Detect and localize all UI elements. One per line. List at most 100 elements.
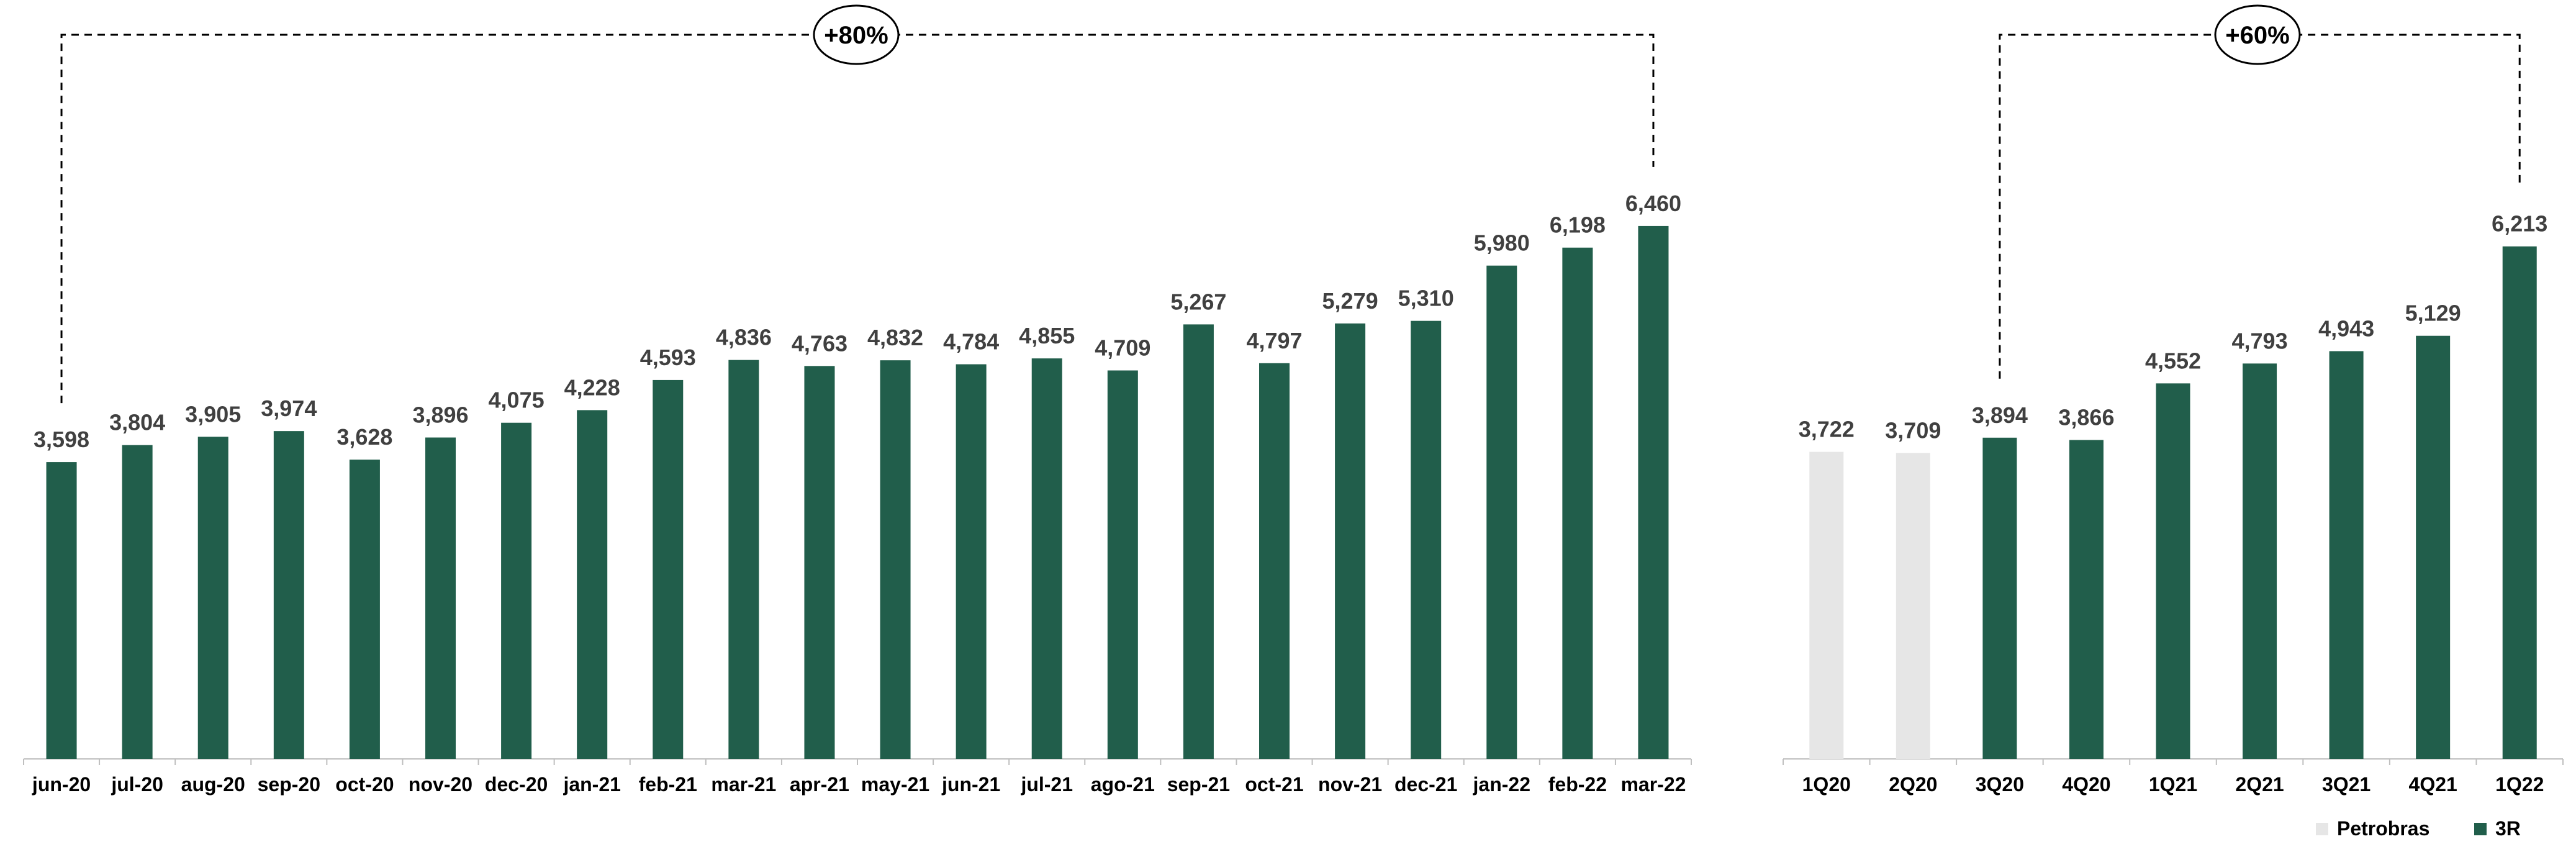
growth-label: +80% — [824, 22, 888, 49]
x-tick-label-mar-21: mar-21 — [711, 773, 776, 796]
legend-label-petrobras: Petrobras — [2337, 817, 2429, 840]
bar-sep-20 — [273, 431, 304, 759]
x-tick-label-may-21: may-21 — [861, 773, 929, 796]
data-label-dec-21: 5,310 — [1398, 286, 1454, 311]
x-tick-label-3Q20: 3Q20 — [1976, 773, 2024, 796]
data-label-1Q21: 4,552 — [2145, 348, 2201, 373]
data-label-ago-21: 4,709 — [1095, 335, 1150, 361]
data-label-apr-21: 4,763 — [792, 330, 847, 356]
bar-1Q20 — [1809, 451, 1844, 759]
data-label-1Q20: 3,722 — [1799, 417, 1855, 442]
data-label-oct-20: 3,628 — [337, 424, 392, 450]
bar-mar-22 — [1638, 225, 1669, 759]
data-label-may-21: 4,832 — [867, 325, 923, 350]
growth-label: +60% — [2225, 22, 2289, 49]
data-label-3Q21: 4,943 — [2318, 315, 2374, 341]
monthly-production-chart: 3,598 jun-20 3,804 jul-20 3,905 aug-20 3,974 se… — [23, 4, 1692, 796]
bar-2Q21 — [2243, 363, 2277, 759]
x-tick-label-jun-21: jun-21 — [941, 773, 1000, 796]
x-tick-label-dec-21: dec-21 — [1394, 773, 1457, 796]
bar-nov-21 — [1335, 323, 1366, 759]
bar-sep-21 — [1183, 324, 1214, 759]
x-tick-label-aug-20: aug-20 — [181, 773, 245, 796]
bar-jun-20 — [46, 462, 77, 759]
x-tick-label-4Q21: 4Q21 — [2409, 773, 2457, 796]
x-tick-label-jan-21: jan-21 — [563, 773, 620, 796]
bar-3Q21 — [2329, 351, 2364, 759]
legend-label-3r: 3R — [2495, 817, 2521, 840]
growth-bracket — [1999, 34, 2521, 379]
data-label-feb-21: 4,593 — [640, 345, 696, 370]
data-label-jan-21: 4,228 — [564, 374, 620, 400]
x-tick-label-3Q21: 3Q21 — [2322, 773, 2370, 796]
data-label-jan-22: 5,980 — [1474, 230, 1530, 256]
bar-aug-20 — [197, 437, 228, 759]
data-label-2Q21: 4,793 — [2232, 328, 2288, 353]
data-label-aug-20: 3,905 — [185, 401, 241, 427]
bar-jul-21 — [1031, 358, 1062, 759]
bar-jun-21 — [956, 364, 987, 759]
bar-4Q21 — [2416, 335, 2451, 759]
data-label-jun-20: 3,598 — [34, 427, 89, 452]
bar-dec-21 — [1411, 320, 1442, 759]
growth-oval — [813, 4, 900, 65]
data-label-feb-22: 6,198 — [1550, 212, 1606, 238]
x-tick-label-jun-20: jun-20 — [32, 773, 91, 796]
bar-oct-21 — [1259, 363, 1290, 759]
x-tick-label-1Q22: 1Q22 — [2495, 773, 2544, 796]
bar-may-21 — [880, 360, 911, 759]
x-tick-label-sep-21: sep-21 — [1167, 773, 1230, 796]
bar-jul-20 — [122, 445, 153, 759]
bar-nov-20 — [425, 437, 456, 759]
data-label-4Q21: 5,129 — [2405, 301, 2461, 326]
data-label-mar-21: 4,836 — [716, 325, 772, 350]
data-label-3Q20: 3,894 — [1972, 402, 2028, 428]
bar-feb-22 — [1562, 247, 1593, 759]
data-label-nov-21: 5,279 — [1322, 288, 1378, 314]
data-label-4Q20: 3,866 — [2058, 404, 2114, 430]
data-label-jun-21: 4,784 — [943, 329, 999, 355]
data-label-nov-20: 3,896 — [412, 402, 468, 427]
x-tick-label-jan-22: jan-22 — [1473, 773, 1530, 796]
legend-swatch-3r — [2474, 823, 2487, 835]
x-tick-label-mar-22: mar-22 — [1620, 773, 1686, 796]
x-tick-label-dec-20: dec-20 — [485, 773, 548, 796]
x-tick-label-feb-22: feb-22 — [1548, 773, 1607, 796]
data-label-dec-20: 4,075 — [489, 388, 545, 413]
data-label-mar-22: 6,460 — [1625, 191, 1681, 216]
bar-ago-21 — [1107, 370, 1138, 759]
bar-4Q20 — [2069, 440, 2104, 759]
x-tick-label-1Q21: 1Q21 — [2149, 773, 2197, 796]
bar-jan-21 — [577, 410, 608, 759]
x-tick-label-1Q20: 1Q20 — [1802, 773, 1851, 796]
x-tick-label-jul-20: jul-20 — [111, 773, 163, 796]
x-tick-label-ago-21: ago-21 — [1091, 773, 1155, 796]
x-tick-label-2Q20: 2Q20 — [1889, 773, 1937, 796]
x-tick-label-jul-21: jul-21 — [1020, 773, 1073, 796]
growth-oval — [2214, 4, 2301, 65]
bar-mar-21 — [728, 360, 759, 759]
bar-dec-20 — [501, 422, 532, 759]
x-tick-label-apr-21: apr-21 — [790, 773, 849, 796]
bar-2Q20 — [1896, 453, 1930, 759]
x-tick-label-nov-20: nov-20 — [409, 773, 472, 796]
bar-apr-21 — [804, 366, 835, 759]
legend-swatch-petrobras — [2316, 823, 2328, 835]
bar-3Q20 — [1982, 437, 2017, 759]
legend: Petrobras 3R — [2316, 817, 2521, 840]
data-label-oct-21: 4,797 — [1246, 328, 1302, 353]
data-label-jul-20: 3,804 — [109, 410, 165, 435]
quarterly-production-chart: 3,722 1Q20 3,709 2Q20 3,894 3Q20 3,866 4Q20 4,55… — [1783, 4, 2564, 796]
x-tick-label-oct-20: oct-20 — [335, 773, 394, 796]
bar-1Q21 — [2156, 383, 2190, 759]
bar-1Q22 — [2502, 246, 2537, 760]
bar-oct-20 — [349, 460, 380, 759]
x-tick-label-4Q20: 4Q20 — [2062, 773, 2110, 796]
data-label-sep-21: 5,267 — [1170, 289, 1226, 314]
data-label-1Q22: 6,213 — [2492, 211, 2547, 237]
x-tick-label-nov-21: nov-21 — [1318, 773, 1382, 796]
x-tick-label-oct-21: oct-21 — [1245, 773, 1303, 796]
x-tick-label-sep-20: sep-20 — [258, 773, 320, 796]
data-label-2Q20: 3,709 — [1885, 417, 1941, 443]
bar-jan-22 — [1486, 265, 1517, 759]
